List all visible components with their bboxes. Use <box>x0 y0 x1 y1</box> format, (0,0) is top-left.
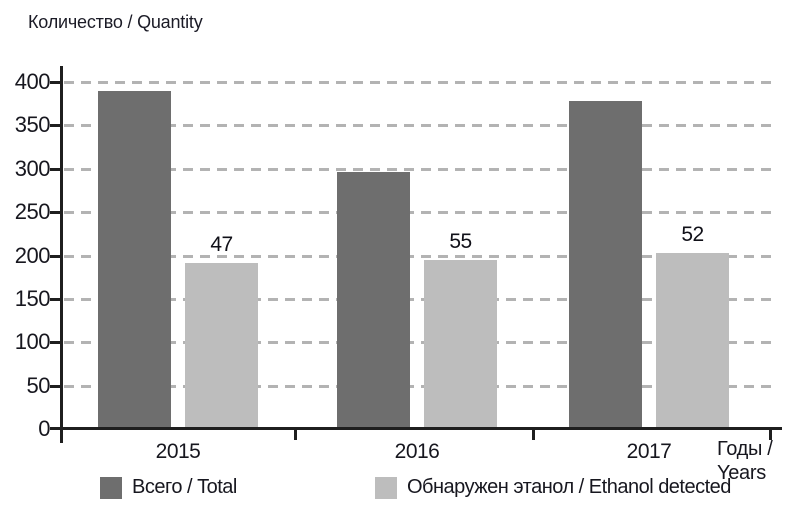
bar-total-2017 <box>569 101 642 429</box>
legend-item-ethanol: Обнаружен этанол / Ethanol detected <box>375 476 731 499</box>
legend-swatch-total-icon <box>100 476 122 499</box>
legend-label-ethanol: Обнаружен этанол / Ethanol detected <box>407 476 731 498</box>
bar-label-ethanol-2017: 52 <box>681 223 704 246</box>
x-tick-label-2017: 2017 <box>626 440 672 463</box>
gridline-250 <box>64 211 776 214</box>
y-tick-label-50: 50 <box>26 373 51 398</box>
gridline-150 <box>64 298 776 301</box>
bar-total-2015 <box>98 91 171 429</box>
x-axis-tick-2 <box>769 430 772 440</box>
x-axis-title-line2: Years <box>717 462 766 484</box>
legend-swatch-ethanol-icon <box>375 476 397 499</box>
y-tick-400 <box>50 81 62 84</box>
y-axis-line <box>60 66 63 443</box>
gridline-50 <box>64 385 776 388</box>
y-tick-200 <box>50 255 62 258</box>
gridline-400 <box>64 81 776 84</box>
bar-ethanol-2017 <box>656 253 729 429</box>
bar-ethanol-2015 <box>185 263 258 429</box>
y-tick-label-0: 0 <box>38 416 50 441</box>
bar-label-ethanol-2016: 55 <box>449 230 472 253</box>
y-tick-300 <box>50 168 62 171</box>
y-tick-label-300: 300 <box>14 156 51 181</box>
x-axis-title: Годы / Years <box>717 437 773 485</box>
y-tick-label-100: 100 <box>14 329 51 354</box>
y-tick-label-400: 400 <box>14 69 51 94</box>
bar-total-2016 <box>337 172 410 429</box>
y-tick-100 <box>50 341 62 344</box>
bar-ethanol-2016 <box>424 260 497 429</box>
gridline-100 <box>64 341 776 344</box>
x-axis-line <box>50 427 782 430</box>
x-axis-title-line1: Годы / <box>717 438 773 460</box>
y-tick-250 <box>50 211 62 214</box>
gridline-200 <box>64 255 776 258</box>
y-tick-label-250: 250 <box>14 199 51 224</box>
y-tick-150 <box>50 298 62 301</box>
chart-title: Количество / Quantity <box>28 12 203 32</box>
y-tick-350 <box>50 124 62 127</box>
x-axis-tick-1 <box>532 430 535 440</box>
x-tick-label-2016: 2016 <box>394 440 440 463</box>
legend-label-total: Всего / Total <box>132 476 237 498</box>
y-tick-label-350: 350 <box>14 112 51 137</box>
gridline-350 <box>64 124 776 127</box>
y-tick-label-200: 200 <box>14 243 51 268</box>
x-axis-tick-0 <box>294 430 297 440</box>
bar-label-ethanol-2015: 47 <box>210 233 233 256</box>
x-tick-label-2015: 2015 <box>155 440 201 463</box>
legend-item-total: Всего / Total <box>100 476 237 499</box>
y-tick-label-150: 150 <box>14 286 51 311</box>
gridline-300 <box>64 168 776 171</box>
y-tick-50 <box>50 385 62 388</box>
